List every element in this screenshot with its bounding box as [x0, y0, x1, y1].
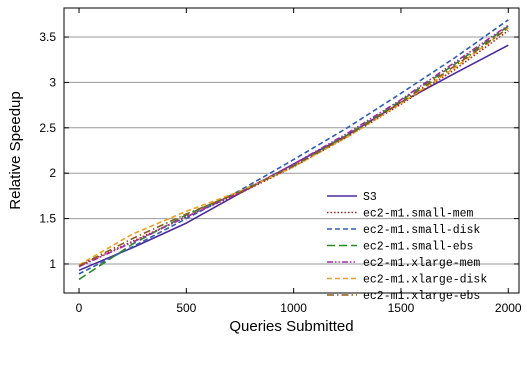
y-tick-label: 2.5 — [39, 121, 56, 135]
y-tick-label: 3 — [49, 75, 56, 89]
legend-label: ec2-m1.xlarge-disk — [363, 274, 487, 287]
x-axis-label: Queries Submitted — [229, 318, 353, 335]
legend-label: ec2-m1.xlarge-mem — [363, 257, 480, 270]
grid-lines — [64, 36, 519, 265]
series-line-3 — [78, 19, 509, 275]
y-axis-label: Relative Speedup — [7, 91, 24, 209]
legend-label: S3 — [363, 191, 377, 204]
plot-frame — [63, 7, 520, 294]
x-tick-label: 1000 — [280, 301, 307, 315]
series-line-7 — [78, 27, 509, 267]
x-tick-label: 1500 — [388, 301, 415, 315]
x-tick-label: 0 — [76, 301, 83, 315]
y-tick-label: 3.5 — [39, 30, 56, 44]
x-tick-label: 500 — [176, 301, 196, 315]
series-line-6 — [78, 27, 509, 266]
axis-ticks: 1 1.5 2 2.5 3 3.5 0 500 1000 1500 2000 — [39, 8, 522, 315]
series-line-5 — [78, 24, 509, 268]
series-line-2 — [78, 30, 509, 267]
series-lines — [78, 19, 509, 281]
legend-label: ec2-m1.small-mem — [363, 208, 474, 221]
y-tick-label: 1.5 — [39, 212, 56, 226]
y-tick-label: 1 — [49, 257, 56, 271]
legend: S3 ec2-m1.small-mem ec2-m1.small-disk ec2-m… — [327, 191, 487, 303]
legend-label: ec2-m1.xlarge-ebs — [363, 290, 480, 303]
legend-label: ec2-m1.small-ebs — [363, 241, 473, 254]
y-tick-label: 2 — [49, 166, 56, 180]
legend-label: ec2-m1.small-disk — [363, 224, 480, 237]
x-tick-label: 2000 — [495, 301, 522, 315]
